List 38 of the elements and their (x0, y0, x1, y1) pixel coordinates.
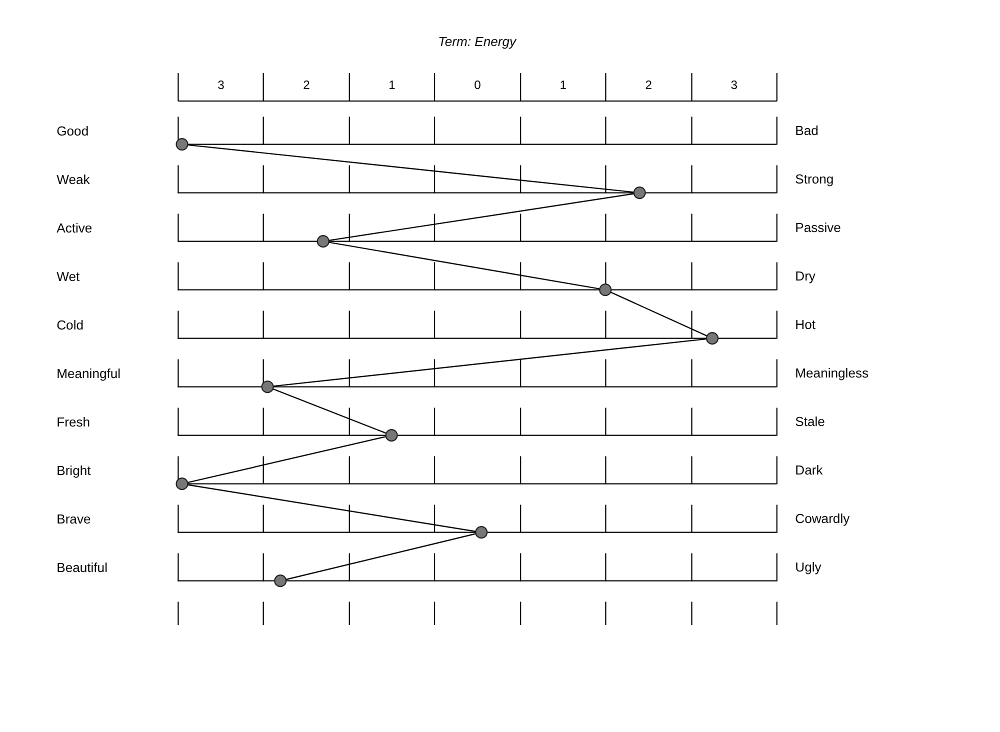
point (633, 186, 646, 200)
y2-tick-label: Dry (795, 268, 816, 284)
point (176, 478, 188, 490)
y2-tick-label: Passive (795, 220, 841, 235)
y-tick-label: Fresh (56, 414, 90, 430)
x-tick-label: 3 (218, 78, 225, 92)
y2-tick-label: Meaningless (795, 365, 870, 380)
y-tick-label: Wet (56, 268, 80, 284)
y-tick-label: Cold (56, 317, 84, 332)
y-tick-label: Active (56, 220, 92, 236)
point (274, 574, 287, 588)
y2-tick-label: Hot (795, 316, 816, 332)
y-tick-label: Bright (56, 462, 92, 478)
y-tick-label: Good (56, 123, 89, 138)
point (261, 380, 274, 394)
y2-tick-label: Cowardly (795, 510, 850, 526)
x-tick-label: 1 (388, 78, 396, 92)
x-tick-label: 0 (474, 78, 482, 92)
chart-title: Term: Energy (438, 34, 518, 49)
point (176, 138, 188, 151)
point (706, 332, 719, 345)
y-tick-label: Brave (56, 511, 91, 526)
point (475, 526, 488, 539)
point (385, 429, 398, 442)
y2-tick-label: Dark (795, 462, 824, 478)
y2-tick-label: Stale (795, 414, 825, 429)
y-tick-label: Meaningful (56, 366, 121, 381)
point (599, 284, 612, 296)
y-tick-label: Beautiful (56, 560, 108, 575)
y2-tick-label: Bad (795, 122, 818, 138)
x-tick-label: 2 (645, 78, 652, 92)
y-tick-label: Weak (56, 172, 90, 187)
x-tick-label: 3 (730, 78, 738, 92)
x-tick-label: 1 (560, 78, 567, 92)
x-tick-label: 2 (303, 78, 310, 92)
y2-tick-label: Strong (795, 171, 834, 186)
point (316, 235, 330, 248)
y2-tick-label: Ugly (795, 560, 822, 574)
